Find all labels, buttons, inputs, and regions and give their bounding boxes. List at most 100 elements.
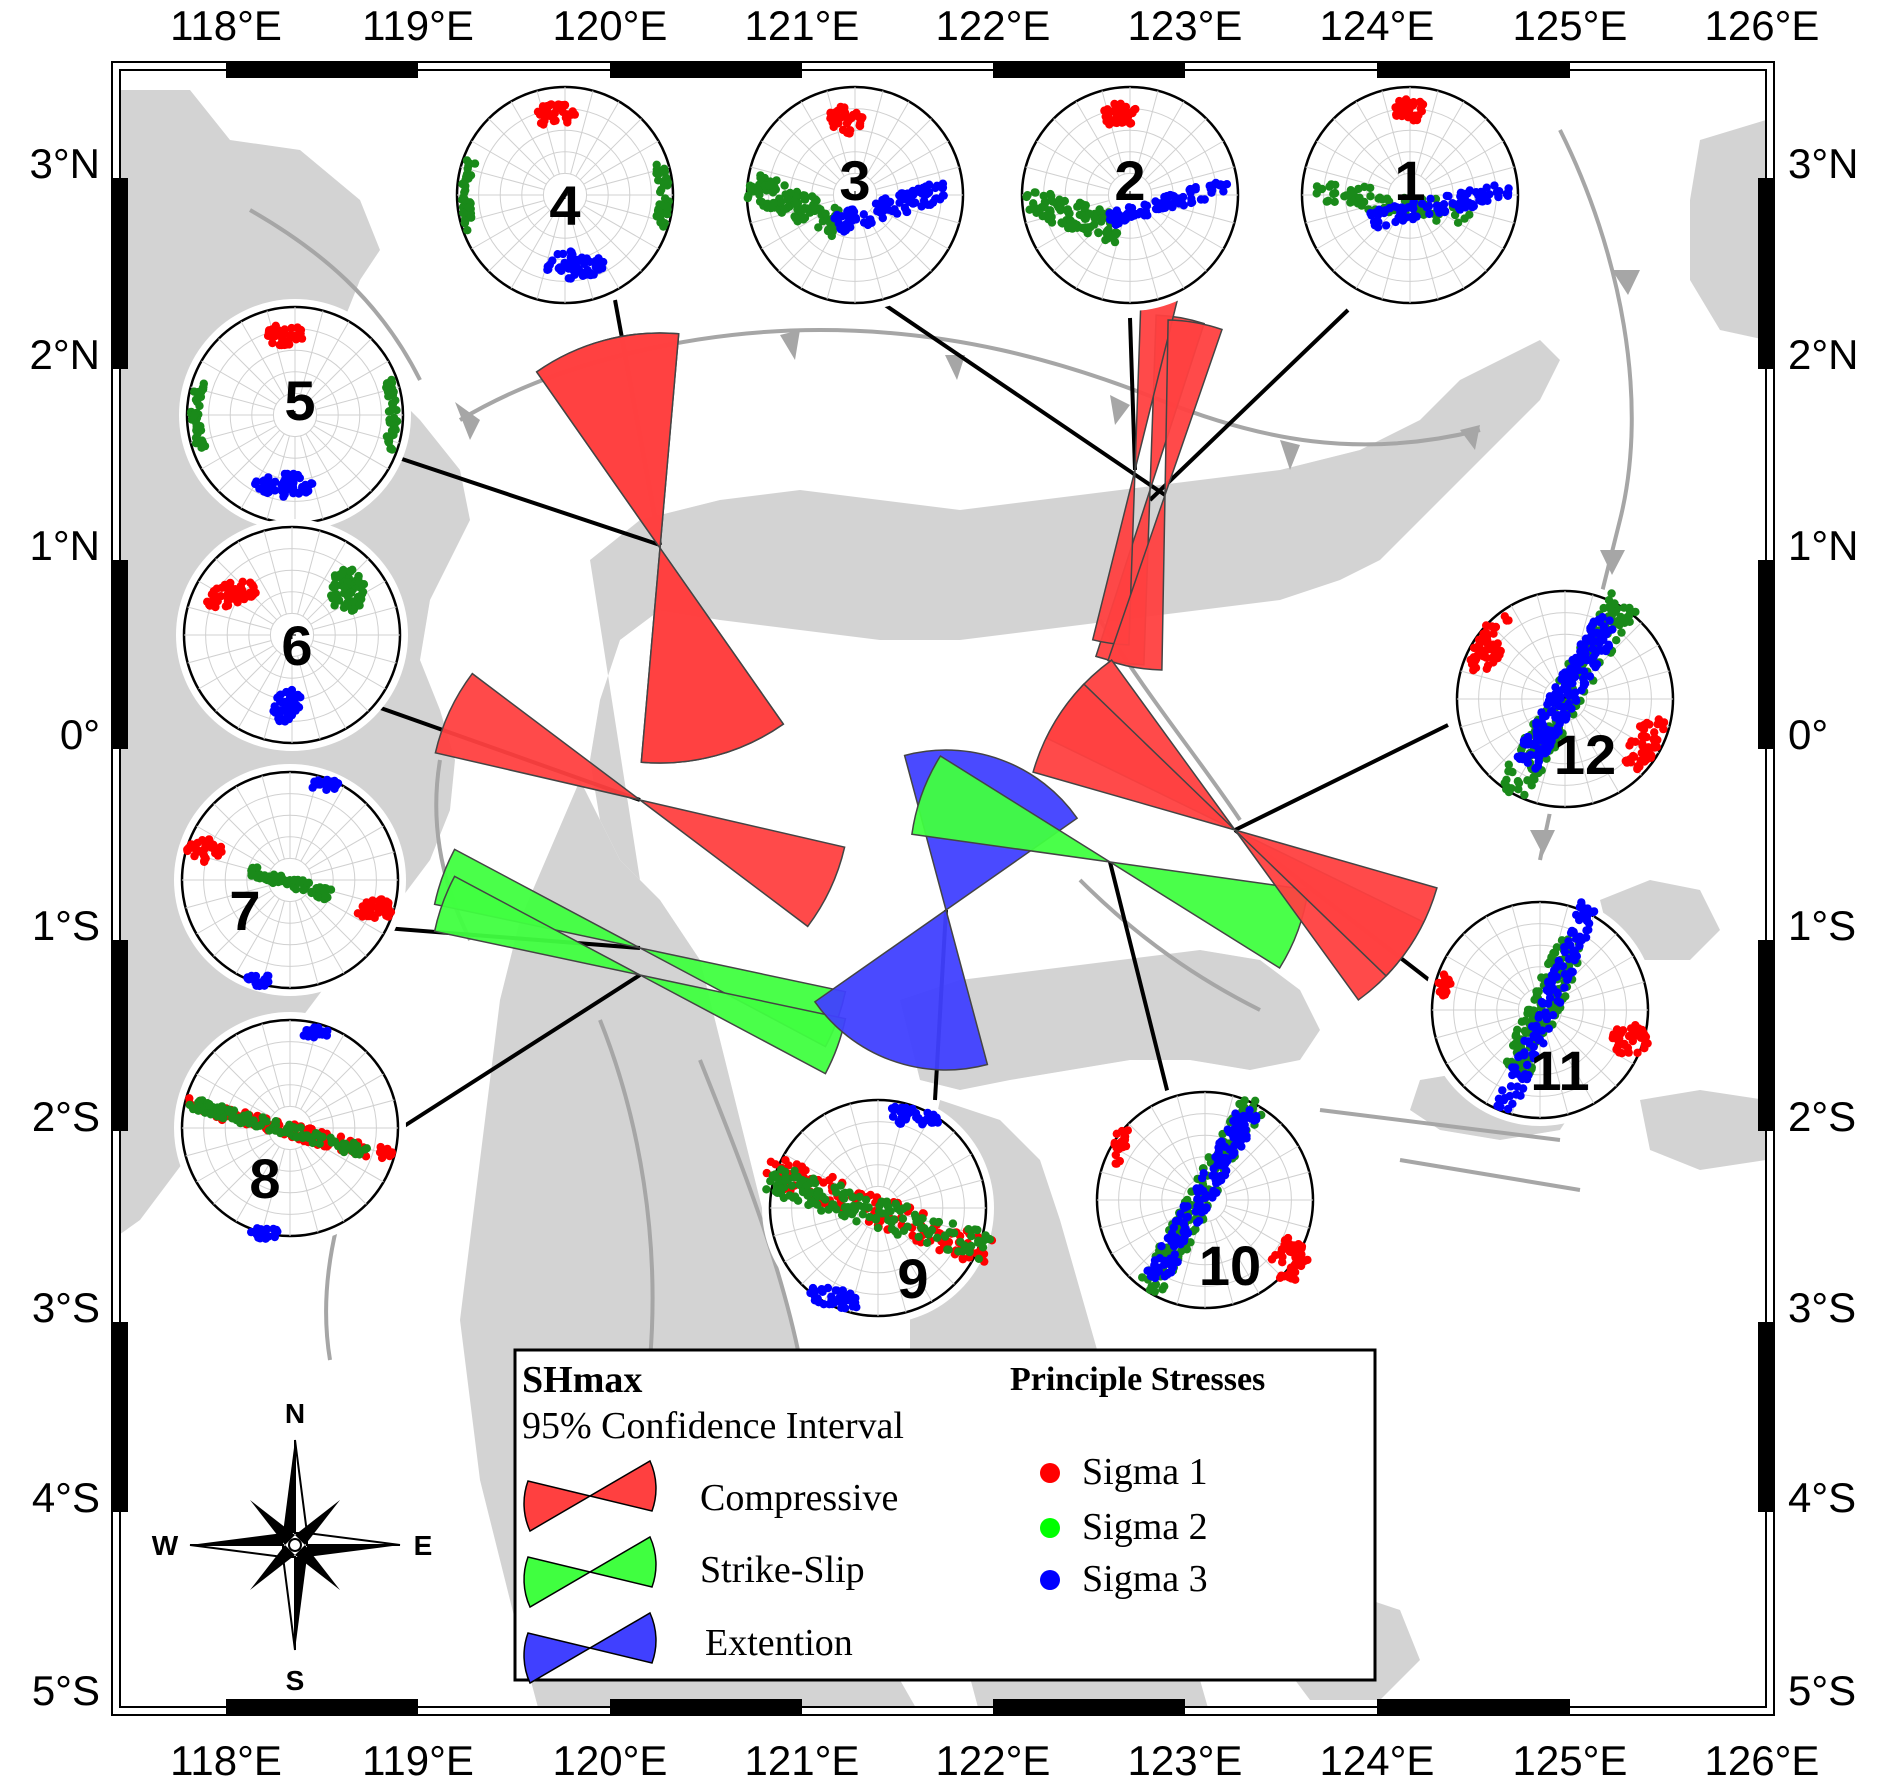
subduction-marker	[1600, 550, 1625, 575]
stereonet-number: 10	[1199, 1234, 1261, 1297]
frame-bar	[1377, 1699, 1570, 1715]
compass-rose: N S E W	[152, 1398, 433, 1696]
lat-tick-label: 1°S	[32, 902, 100, 949]
subduction-marker	[1280, 440, 1300, 470]
lat-tick-label: 2°N	[1788, 331, 1859, 378]
lat-tick-label: 3°S	[32, 1284, 100, 1331]
legend-stress-title: Principle Stresses	[1010, 1361, 1265, 1398]
stereonet-7: 7	[174, 764, 406, 996]
longitude-labels-top: 118°E 119°E 120°E 121°E 122°E 123°E 124°E 125°E…	[170, 2, 1819, 49]
lat-tick-label: 0°	[1788, 711, 1828, 758]
island-east-3	[1640, 1090, 1766, 1170]
shmax-markers	[433, 294, 1438, 1075]
frame-bar	[112, 560, 128, 749]
stereonet-10: 10	[1089, 1084, 1321, 1316]
legend-shmax-title: SHmax	[522, 1359, 642, 1401]
fault-line	[598, 1019, 655, 1361]
lat-tick-label: 3°N	[30, 140, 101, 187]
frame-bar	[112, 1322, 128, 1512]
lat-tick-label: 2°N	[30, 331, 101, 378]
legend-sigma2: Sigma 2	[1040, 1506, 1208, 1548]
frame-bar	[112, 178, 128, 369]
lat-tick-label: 3°S	[1788, 1284, 1856, 1331]
subduction-marker	[780, 330, 800, 360]
frame-bar	[610, 62, 802, 78]
stereonet-number: 7	[229, 879, 260, 942]
compass-w-label: W	[152, 1530, 179, 1561]
lon-tick-label: 119°E	[362, 2, 474, 49]
lon-tick-label: 125°E	[1513, 2, 1628, 49]
stereonet-number: 5	[284, 369, 315, 432]
fault-line	[1399, 1158, 1581, 1192]
lon-tick-label: 118°E	[170, 1737, 282, 1784]
stereonet-points	[1312, 95, 1513, 232]
shmax-marker-6	[434, 672, 846, 928]
lat-tick-label: 4°S	[32, 1474, 100, 1521]
lon-tick-label: 126°E	[1705, 2, 1820, 49]
subduction-marker	[945, 355, 965, 380]
stereonet-number: 4	[549, 174, 580, 237]
sulawesi-north-arm	[590, 340, 1560, 880]
legend-sigma3: Sigma 3	[1040, 1558, 1208, 1600]
stereonet-points	[183, 775, 396, 991]
latitude-labels-left: 3°N 2°N 1°N 0° 1°S 2°S 3°S 4°S 5°S	[30, 140, 101, 1714]
legend-sigma3-label: Sigma 3	[1082, 1558, 1208, 1600]
lon-tick-label: 122°E	[936, 2, 1051, 49]
connector-10	[1108, 861, 1174, 1111]
stereonet-8: 8	[174, 1012, 406, 1244]
frame-bar	[993, 62, 1185, 78]
stereonet-points	[203, 565, 369, 726]
stereonet-number: 11	[1530, 1039, 1589, 1102]
stereonet-12: 12	[1449, 583, 1681, 815]
connector-3	[883, 303, 1167, 497]
legend-box	[513, 1348, 1377, 1682]
stereonet-6: 6	[176, 519, 408, 751]
frame-bar	[226, 1699, 418, 1715]
lon-tick-label: 120°E	[553, 2, 668, 49]
lon-tick-label: 126°E	[1705, 1737, 1820, 1784]
fault-line	[1078, 878, 1261, 1012]
legend: SHmax 95% Confidence Interval Principle …	[513, 1348, 1377, 1685]
legend-sigma1: Sigma 1	[1040, 1451, 1208, 1493]
longitude-labels-bottom: 118°E 119°E 120°E 121°E 122°E 123°E 124°E 125°E…	[170, 1737, 1819, 1784]
stereonet-3: 3	[739, 79, 971, 311]
stereonet-number: 6	[281, 614, 312, 677]
lon-tick-label: 122°E	[936, 1737, 1051, 1784]
shmax-marker-3	[1107, 319, 1223, 671]
frame-bar	[1758, 940, 1774, 1131]
stereonet-points	[185, 1023, 397, 1243]
lon-tick-label: 118°E	[170, 2, 282, 49]
shmax-marker-2	[1091, 294, 1179, 646]
compass-s-label: S	[286, 1665, 305, 1696]
lon-tick-label: 124°E	[1320, 2, 1435, 49]
compass-e-label: E	[414, 1530, 433, 1561]
stereonet-points	[762, 1102, 997, 1313]
lat-tick-label: 2°S	[32, 1093, 100, 1140]
legend-sigma2-label: Sigma 2	[1082, 1506, 1208, 1548]
frame-bar	[610, 1699, 802, 1715]
connector-1	[1148, 308, 1350, 502]
stereonet-number: 2	[1114, 149, 1145, 212]
legend-shmax-subtitle: 95% Confidence Interval	[522, 1405, 904, 1447]
stereonet-number: 12	[1554, 723, 1616, 786]
legend-compressive: Compressive	[523, 1459, 898, 1533]
lon-tick-label: 124°E	[1320, 1737, 1435, 1784]
lat-tick-label: 5°S	[1788, 1667, 1856, 1714]
lat-tick-label: 3°N	[1788, 140, 1859, 187]
lon-tick-label: 121°E	[745, 2, 860, 49]
lat-tick-label: 1°N	[1788, 522, 1859, 569]
fault-line	[249, 208, 422, 381]
lat-tick-label: 0°	[60, 711, 100, 758]
legend-strike-slip: Strike-Slip	[523, 1535, 865, 1609]
frame-bar	[993, 1699, 1185, 1715]
lon-tick-label: 120°E	[553, 1737, 668, 1784]
stereonet-4: 4	[449, 79, 681, 311]
stereonet-1: 1	[1294, 79, 1526, 311]
connector-5	[389, 453, 661, 547]
legend-strike-slip-label: Strike-Slip	[700, 1549, 865, 1591]
connector-2	[1128, 317, 1137, 471]
stereonet-11: 11	[1424, 894, 1656, 1126]
